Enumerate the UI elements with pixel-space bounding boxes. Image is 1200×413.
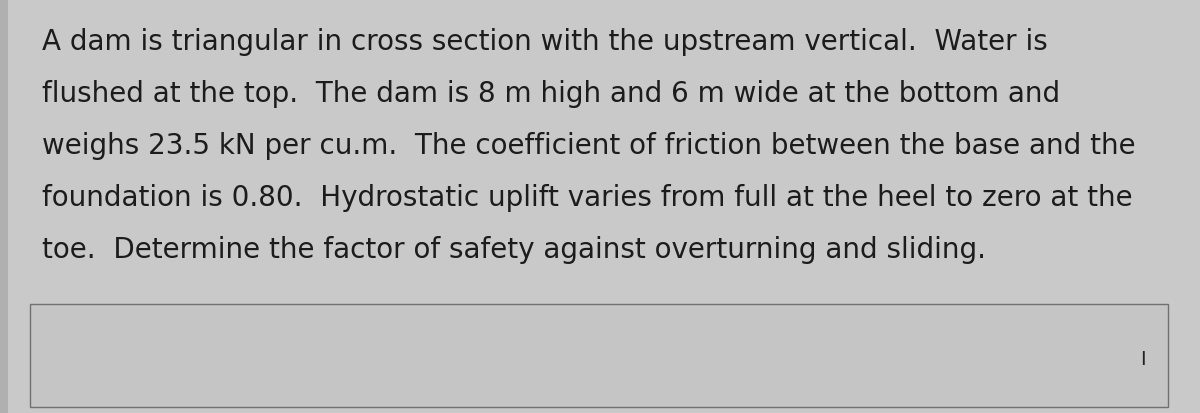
Text: foundation is 0.80.  Hydrostatic uplift varies from full at the heel to zero at : foundation is 0.80. Hydrostatic uplift v…: [42, 183, 1133, 211]
Bar: [30, 304, 1168, 407]
Text: I: I: [1140, 350, 1146, 369]
Bar: [0, 0, 8, 413]
Text: weighs 23.5 kN per cu.m.  The coefficient of friction between the base and the: weighs 23.5 kN per cu.m. The coefficient…: [42, 132, 1135, 159]
Text: toe.  Determine the factor of safety against overturning and sliding.: toe. Determine the factor of safety agai…: [42, 235, 986, 263]
Text: A dam is triangular in cross section with the upstream vertical.  Water is: A dam is triangular in cross section wit…: [42, 28, 1048, 56]
Text: flushed at the top.  The dam is 8 m high and 6 m wide at the bottom and: flushed at the top. The dam is 8 m high …: [42, 80, 1060, 108]
